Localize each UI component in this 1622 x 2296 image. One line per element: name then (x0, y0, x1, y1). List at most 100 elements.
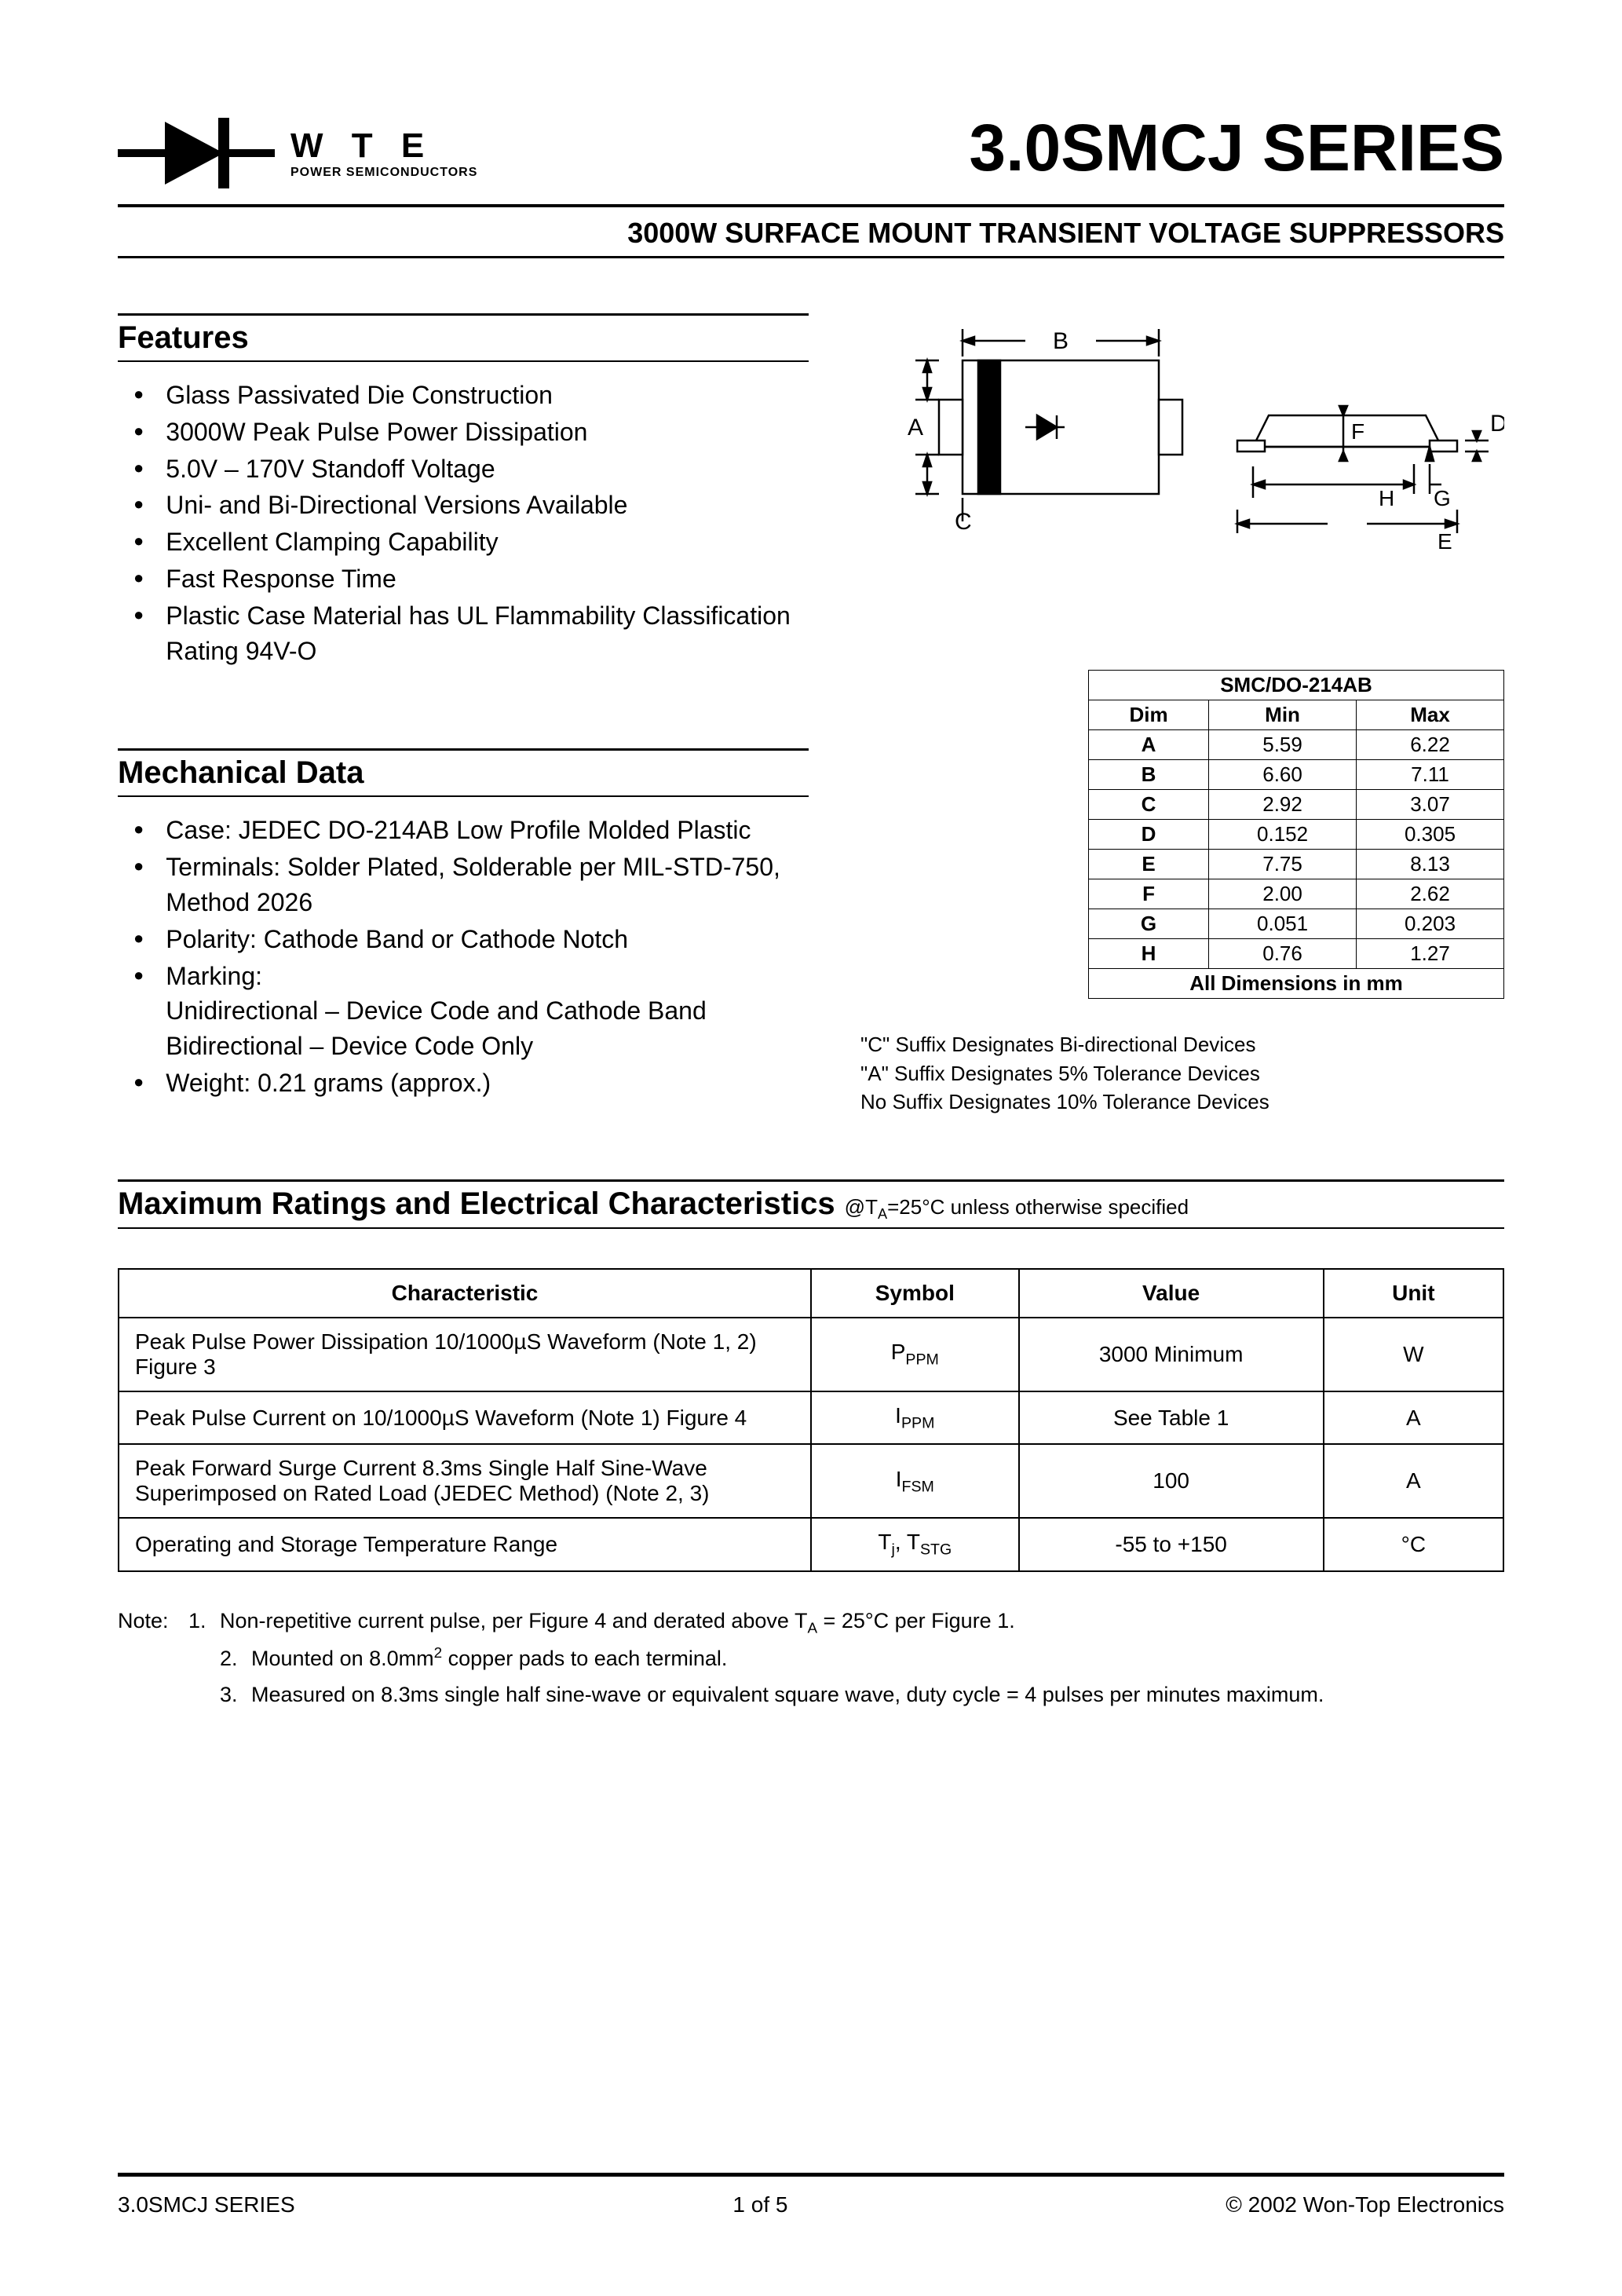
char-row: Operating and Storage Temperature RangeT… (119, 1518, 1503, 1571)
max-ratings-heading: Maximum Ratings and Electrical Character… (118, 1186, 835, 1222)
char-cell: Peak Pulse Current on 10/1000µS Waveform… (119, 1391, 811, 1445)
dim-table-title: SMC/DO-214AB (1089, 671, 1504, 700)
dim-cell: 0.76 (1209, 939, 1357, 969)
dim-cell: 0.152 (1209, 820, 1357, 850)
logo-wte-text: W T E (290, 126, 477, 166)
char-header-symbol: Symbol (811, 1269, 1019, 1318)
logo-block: W T E POWER SEMICONDUCTORS (118, 110, 477, 196)
dim-header-dim: Dim (1089, 700, 1209, 730)
feature-item: Fast Response Time (133, 561, 809, 597)
dim-row: C2.923.07 (1089, 790, 1504, 820)
logo-subtext: POWER SEMICONDUCTORS (290, 166, 477, 180)
max-ratings-section: Maximum Ratings and Electrical Character… (118, 1179, 1504, 1714)
char-symbol: IFSM (811, 1444, 1019, 1518)
suffix-note-line: No Suffix Designates 10% Tolerance Devic… (860, 1088, 1504, 1116)
svg-text:A: A (908, 415, 923, 441)
page-title: 3.0SMCJ SERIES (969, 110, 1504, 186)
dim-table-footer: All Dimensions in mm (1089, 969, 1504, 999)
char-cell: Peak Forward Surge Current 8.3ms Single … (119, 1444, 811, 1518)
svg-text:G: G (1434, 486, 1451, 510)
dim-cell: D (1089, 820, 1209, 850)
note-3-prefix: 3. (220, 1677, 251, 1713)
note-2-prefix: 2. (220, 1641, 251, 1677)
dim-cell: 2.00 (1209, 879, 1357, 909)
dim-cell: 8.13 (1357, 850, 1504, 879)
dim-cell: 2.62 (1357, 879, 1504, 909)
char-symbol: PPPM (811, 1318, 1019, 1391)
dim-row: H0.761.27 (1089, 939, 1504, 969)
bottom-notes: Note: 1. Non-repetitive current pulse, p… (118, 1603, 1504, 1713)
dim-cell: H (1089, 939, 1209, 969)
char-unit: °C (1324, 1518, 1503, 1571)
dim-cell: 6.60 (1209, 760, 1357, 790)
char-row: Peak Pulse Current on 10/1000µS Waveform… (119, 1391, 1503, 1445)
features-heading: Features (118, 313, 809, 362)
svg-text:F: F (1351, 419, 1364, 444)
feature-item: Uni- and Bi-Directional Versions Availab… (133, 488, 809, 523)
mechanical-item: Polarity: Cathode Band or Cathode Notch (133, 922, 809, 957)
dim-cell: 0.051 (1209, 909, 1357, 939)
dim-header-min: Min (1209, 700, 1357, 730)
dim-row: D0.1520.305 (1089, 820, 1504, 850)
char-header-unit: Unit (1324, 1269, 1503, 1318)
dim-row: B6.607.11 (1089, 760, 1504, 790)
char-header-value: Value (1019, 1269, 1324, 1318)
svg-text:E: E (1438, 529, 1452, 554)
dim-row: F2.002.62 (1089, 879, 1504, 909)
dim-cell: 7.11 (1357, 760, 1504, 790)
char-unit: W (1324, 1318, 1503, 1391)
dim-cell: 1.27 (1357, 939, 1504, 969)
suffix-notes: "C" Suffix Designates Bi-directional Dev… (860, 1030, 1504, 1116)
header-row: W T E POWER SEMICONDUCTORS 3.0SMCJ SERIE… (118, 110, 1504, 196)
char-symbol: IPPM (811, 1391, 1019, 1445)
feature-item: 5.0V – 170V Standoff Voltage (133, 452, 809, 487)
max-ratings-condition: @TA=25°C unless otherwise specified (845, 1195, 1189, 1223)
note-1-prefix: 1. (188, 1603, 220, 1642)
char-symbol: Tj, TSTG (811, 1518, 1019, 1571)
mechanical-item: Marking: Unidirectional – Device Code an… (133, 959, 809, 1064)
note-label: Note: (118, 1603, 188, 1642)
suffix-note-line: "A" Suffix Designates 5% Tolerance Devic… (860, 1059, 1504, 1088)
char-value: 100 (1019, 1444, 1324, 1518)
char-value: 3000 Minimum (1019, 1318, 1324, 1391)
dim-cell: 7.75 (1209, 850, 1357, 879)
footer-right: © 2002 Won-Top Electronics (1226, 2192, 1504, 2217)
dim-cell: G (1089, 909, 1209, 939)
dim-cell: 2.92 (1209, 790, 1357, 820)
svg-text:D: D (1490, 411, 1504, 437)
features-list: Glass Passivated Die Construction3000W P… (118, 378, 809, 668)
mid-columns: Mechanical Data Case: JEDEC DO-214AB Low… (118, 670, 1504, 1116)
char-row: Peak Pulse Power Dissipation 10/1000µS W… (119, 1318, 1503, 1391)
dim-row: A5.596.22 (1089, 730, 1504, 760)
mechanical-item: Weight: 0.21 grams (approx.) (133, 1066, 809, 1101)
dim-cell: B (1089, 760, 1209, 790)
char-unit: A (1324, 1444, 1503, 1518)
svg-text:B: B (1053, 328, 1069, 354)
dim-row: E7.758.13 (1089, 850, 1504, 879)
dim-cell: 5.59 (1209, 730, 1357, 760)
char-unit: A (1324, 1391, 1503, 1445)
page-subtitle: 3000W SURFACE MOUNT TRANSIENT VOLTAGE SU… (118, 217, 1504, 250)
feature-item: 3000W Peak Pulse Power Dissipation (133, 415, 809, 450)
characteristics-table: Characteristic Symbol Value Unit Peak Pu… (118, 1268, 1504, 1572)
svg-text:H: H (1379, 486, 1394, 510)
char-value: See Table 1 (1019, 1391, 1324, 1445)
char-value: -55 to +150 (1019, 1518, 1324, 1571)
dim-cell: E (1089, 850, 1209, 879)
note-2-text: Mounted on 8.0mm2 copper pads to each te… (251, 1641, 1504, 1677)
dim-cell: 0.203 (1357, 909, 1504, 939)
dim-row: G0.0510.203 (1089, 909, 1504, 939)
dim-header-max: Max (1357, 700, 1504, 730)
top-columns: Features Glass Passivated Die Constructi… (118, 313, 1504, 670)
dim-cell: 0.305 (1357, 820, 1504, 850)
dim-cell: F (1089, 879, 1209, 909)
footer-left: 3.0SMCJ SERIES (118, 2192, 295, 2217)
note-3-text: Measured on 8.3ms single half sine-wave … (251, 1677, 1504, 1713)
mechanical-list: Case: JEDEC DO-214AB Low Profile Molded … (118, 813, 809, 1100)
char-header-characteristic: Characteristic (119, 1269, 811, 1318)
char-cell: Operating and Storage Temperature Range (119, 1518, 811, 1571)
mechanical-item: Case: JEDEC DO-214AB Low Profile Molded … (133, 813, 809, 848)
dim-cell: 6.22 (1357, 730, 1504, 760)
package-diagram: A B (860, 313, 1504, 572)
dim-cell: A (1089, 730, 1209, 760)
